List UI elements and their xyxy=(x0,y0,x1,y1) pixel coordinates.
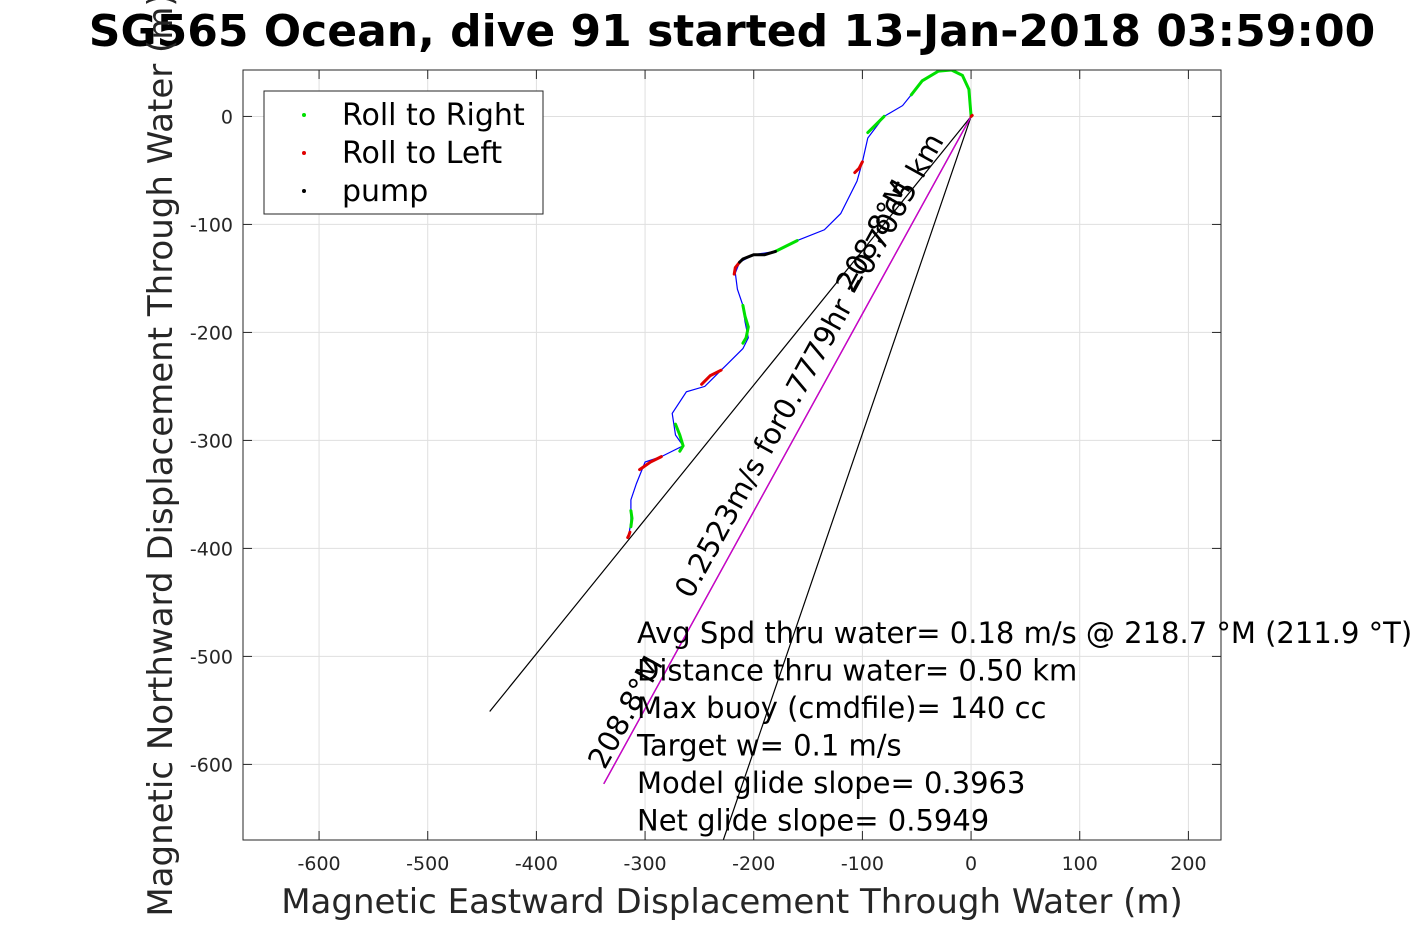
roll-right-segment xyxy=(866,114,886,135)
legend-entry-label: Roll to Right xyxy=(342,98,525,133)
y-tick-label: -300 xyxy=(190,430,233,452)
reference-line xyxy=(603,116,972,785)
x-tick-label: -200 xyxy=(732,853,775,875)
y-axis-label: Magnetic Northward Displacement Through … xyxy=(141,0,181,917)
x-tick-label: -400 xyxy=(515,853,558,875)
legend-marker xyxy=(302,113,306,117)
x-tick-label: -300 xyxy=(624,853,667,875)
reference-line xyxy=(489,116,972,712)
roll-left-segment xyxy=(732,260,742,276)
x-tick-label: 200 xyxy=(1170,853,1206,875)
annotation-line: Model glide slope= 0.3963 xyxy=(637,766,1025,800)
plot-frame xyxy=(242,69,1222,841)
roll-right-segment xyxy=(909,70,973,118)
reference-line xyxy=(722,116,972,840)
x-tick-label: -600 xyxy=(298,853,341,875)
x-tick-label: 0 xyxy=(965,853,977,875)
pump-segment xyxy=(738,249,777,264)
ticks: -600 -500 -400 -300 -200 -100 0 100 200 0 -100 -200… xyxy=(190,70,1221,875)
annotation-line: Distance thru water= 0.50 km xyxy=(637,654,1077,688)
legend-marker xyxy=(302,189,306,193)
x-tick-label: -100 xyxy=(841,853,884,875)
y-tick-label: -200 xyxy=(190,322,233,344)
annotation-line: Net glide slope= 0.5949 xyxy=(637,804,989,838)
x-axis-label: Magnetic Eastward Displacement Through W… xyxy=(281,882,1183,922)
data-layer xyxy=(489,70,974,840)
x-tick-label: 100 xyxy=(1062,853,1098,875)
roll-right-segment xyxy=(774,239,799,253)
roll-right-segment xyxy=(629,509,634,529)
chart-title: SG565 Ocean, dive 91 started 13-Jan-2018… xyxy=(89,6,1375,57)
roll-right-segment xyxy=(741,303,750,345)
roll-left-segment xyxy=(638,455,663,472)
y-tick-label: -600 xyxy=(190,754,233,776)
x-tick-label: -500 xyxy=(406,853,449,875)
roll-right-segment xyxy=(674,422,685,453)
annotation-line: Max buoy (cmdfile)= 140 cc xyxy=(637,691,1046,725)
legend-entry-label: Roll to Left xyxy=(342,136,502,171)
roll-left-segment xyxy=(700,368,723,386)
roll-left-segment xyxy=(853,160,864,175)
y-tick-label: -500 xyxy=(190,646,233,668)
y-tick-label: -400 xyxy=(190,538,233,560)
roll-left-segment xyxy=(626,530,632,540)
legend-box xyxy=(263,90,544,215)
y-tick-label: -100 xyxy=(190,214,233,236)
annotation-line: Target w= 0.1 m/s xyxy=(636,729,902,763)
roll-left-segment xyxy=(969,113,974,118)
annotation-line: Avg Spd thru water= 0.18 m/s @ 218.7 °M … xyxy=(637,616,1412,650)
legend-marker xyxy=(302,151,306,155)
y-tick-label: 0 xyxy=(221,106,233,128)
legend-entry-label: pump xyxy=(342,174,428,209)
